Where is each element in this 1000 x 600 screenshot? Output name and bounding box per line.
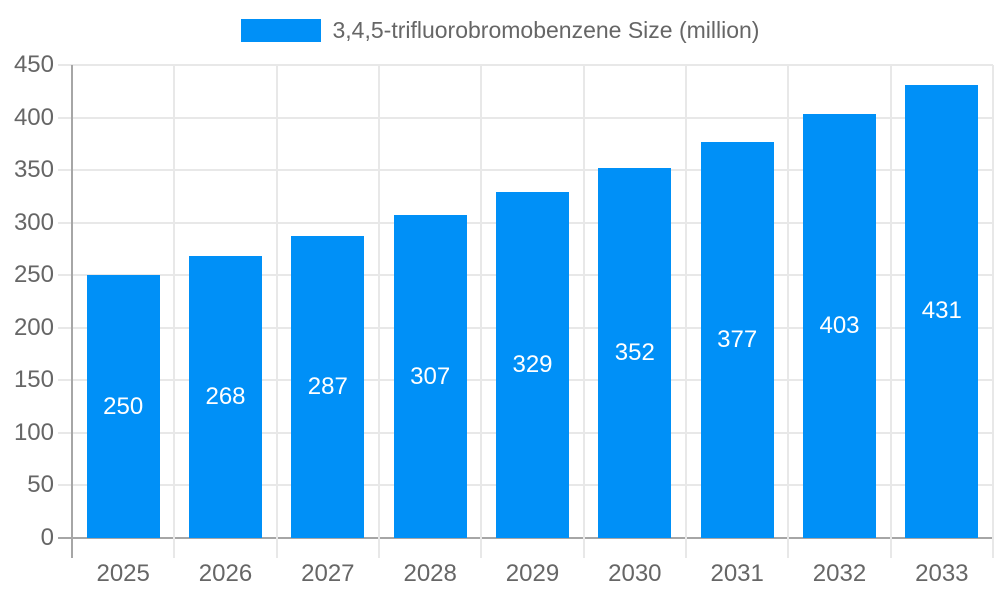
bar-2029[interactable] [496,192,569,538]
y-tick-label: 100 [13,418,54,446]
x-tick-label: 2030 [608,560,662,587]
gridline-h [58,169,993,172]
chart-legend-item[interactable]: 3,4,5-trifluorobromobenzene Size (millio… [0,17,1000,44]
gridline-v [480,65,483,558]
gridline-v [889,65,892,558]
legend-swatch [240,19,321,42]
gridline-v [173,65,176,558]
gridline-v [275,65,278,558]
x-tick-label: 2031 [710,560,764,587]
bar-value-label: 287 [307,373,348,401]
x-tick-label: 2027 [301,560,355,587]
gridline-h [58,116,993,119]
y-tick-label: 150 [13,366,54,394]
bar-value-label: 352 [614,339,655,366]
bar-2026[interactable] [189,256,262,538]
gridline-v [378,65,380,558]
bar-2027[interactable] [291,236,365,538]
gridline-v [787,65,790,558]
x-tick-label: 2025 [96,560,150,587]
bar-value-label: 377 [717,325,758,353]
x-tick-label: 2026 [198,560,253,587]
gridline-v [582,65,585,558]
bar-2028[interactable] [393,215,467,538]
bar-2030[interactable] [598,168,672,538]
bar-value-label: 403 [819,312,860,340]
x-tick-label: 2029 [505,560,560,587]
gridline-h [58,64,993,66]
x-axis-line [58,537,993,539]
bar-value-label: 329 [512,351,553,379]
x-tick-label: 2033 [915,560,969,587]
bar-value-label: 250 [103,392,144,420]
gridline-v [992,65,994,558]
gridline-v [685,65,687,558]
bar-2032[interactable] [803,114,876,538]
x-tick-label: 2028 [403,560,457,587]
y-tick-label: 200 [13,313,54,341]
bar-value-label: 307 [410,362,451,390]
y-tick-label: 400 [13,103,54,131]
bar-2025[interactable] [86,275,160,538]
legend-label: 3,4,5-trifluorobromobenzene Size (millio… [332,17,760,43]
bar-2033[interactable] [905,84,979,538]
y-tick-label: 0 [40,524,54,551]
x-tick-label: 2032 [812,560,867,587]
bar-2031[interactable] [700,141,774,538]
y-tick-label: 350 [13,156,54,184]
y-tick-label: 250 [13,261,54,289]
bar-value-label: 268 [205,383,246,411]
y-tick-label: 50 [27,471,54,499]
bar-value-label: 431 [921,297,962,325]
y-tick-label: 450 [13,51,54,78]
y-axis-line [71,65,73,558]
y-tick-label: 300 [13,208,54,236]
